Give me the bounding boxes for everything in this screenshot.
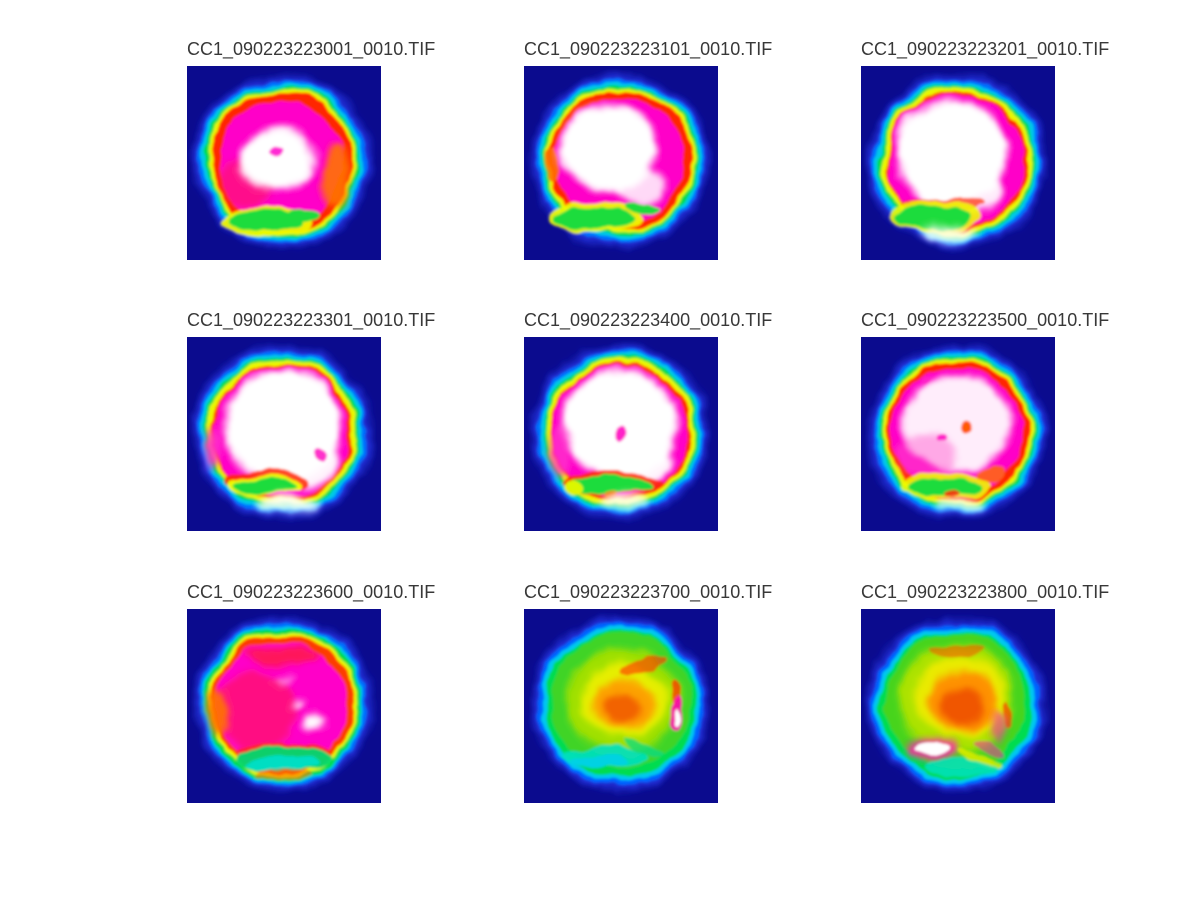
subplot: CC1_090223223400_0010.TIF: [524, 310, 772, 531]
subplot: CC1_090223223001_0010.TIF: [187, 39, 435, 260]
cloud-camera-false-color-image: [861, 609, 1055, 803]
cloud-camera-false-color-image: [187, 66, 381, 260]
panel-title: CC1_090223223600_0010.TIF: [187, 582, 436, 602]
panel-title: CC1_090223223301_0010.TIF: [187, 310, 436, 330]
panel-title: CC1_090223223001_0010.TIF: [187, 39, 436, 59]
panel-title: CC1_090223223400_0010.TIF: [524, 310, 773, 330]
cloud-camera-false-color-image: [524, 337, 718, 531]
subplot: CC1_090223223301_0010.TIF: [187, 310, 435, 531]
subplot: CC1_090223223700_0010.TIF: [524, 582, 772, 803]
cloud-camera-false-color-image: [524, 609, 718, 803]
panel-title: CC1_090223223800_0010.TIF: [861, 582, 1110, 602]
cloud-camera-false-color-image: [187, 609, 381, 803]
subplot: CC1_090223223800_0010.TIF: [861, 582, 1109, 803]
cloud-camera-false-color-image: [861, 66, 1055, 260]
panel-title: CC1_090223223700_0010.TIF: [524, 582, 773, 602]
panel-title: CC1_090223223101_0010.TIF: [524, 39, 773, 59]
cloud-camera-false-color-image: [524, 66, 718, 260]
cloud-camera-false-color-image: [861, 337, 1055, 531]
subplot: CC1_090223223600_0010.TIF: [187, 582, 435, 803]
panel-title: CC1_090223223201_0010.TIF: [861, 39, 1110, 59]
panel-title: CC1_090223223500_0010.TIF: [861, 310, 1110, 330]
subplot: CC1_090223223500_0010.TIF: [861, 310, 1109, 531]
subplot: CC1_090223223201_0010.TIF: [861, 39, 1109, 260]
subplot: CC1_090223223101_0010.TIF: [524, 39, 772, 260]
cloud-camera-false-color-image: [187, 337, 381, 531]
